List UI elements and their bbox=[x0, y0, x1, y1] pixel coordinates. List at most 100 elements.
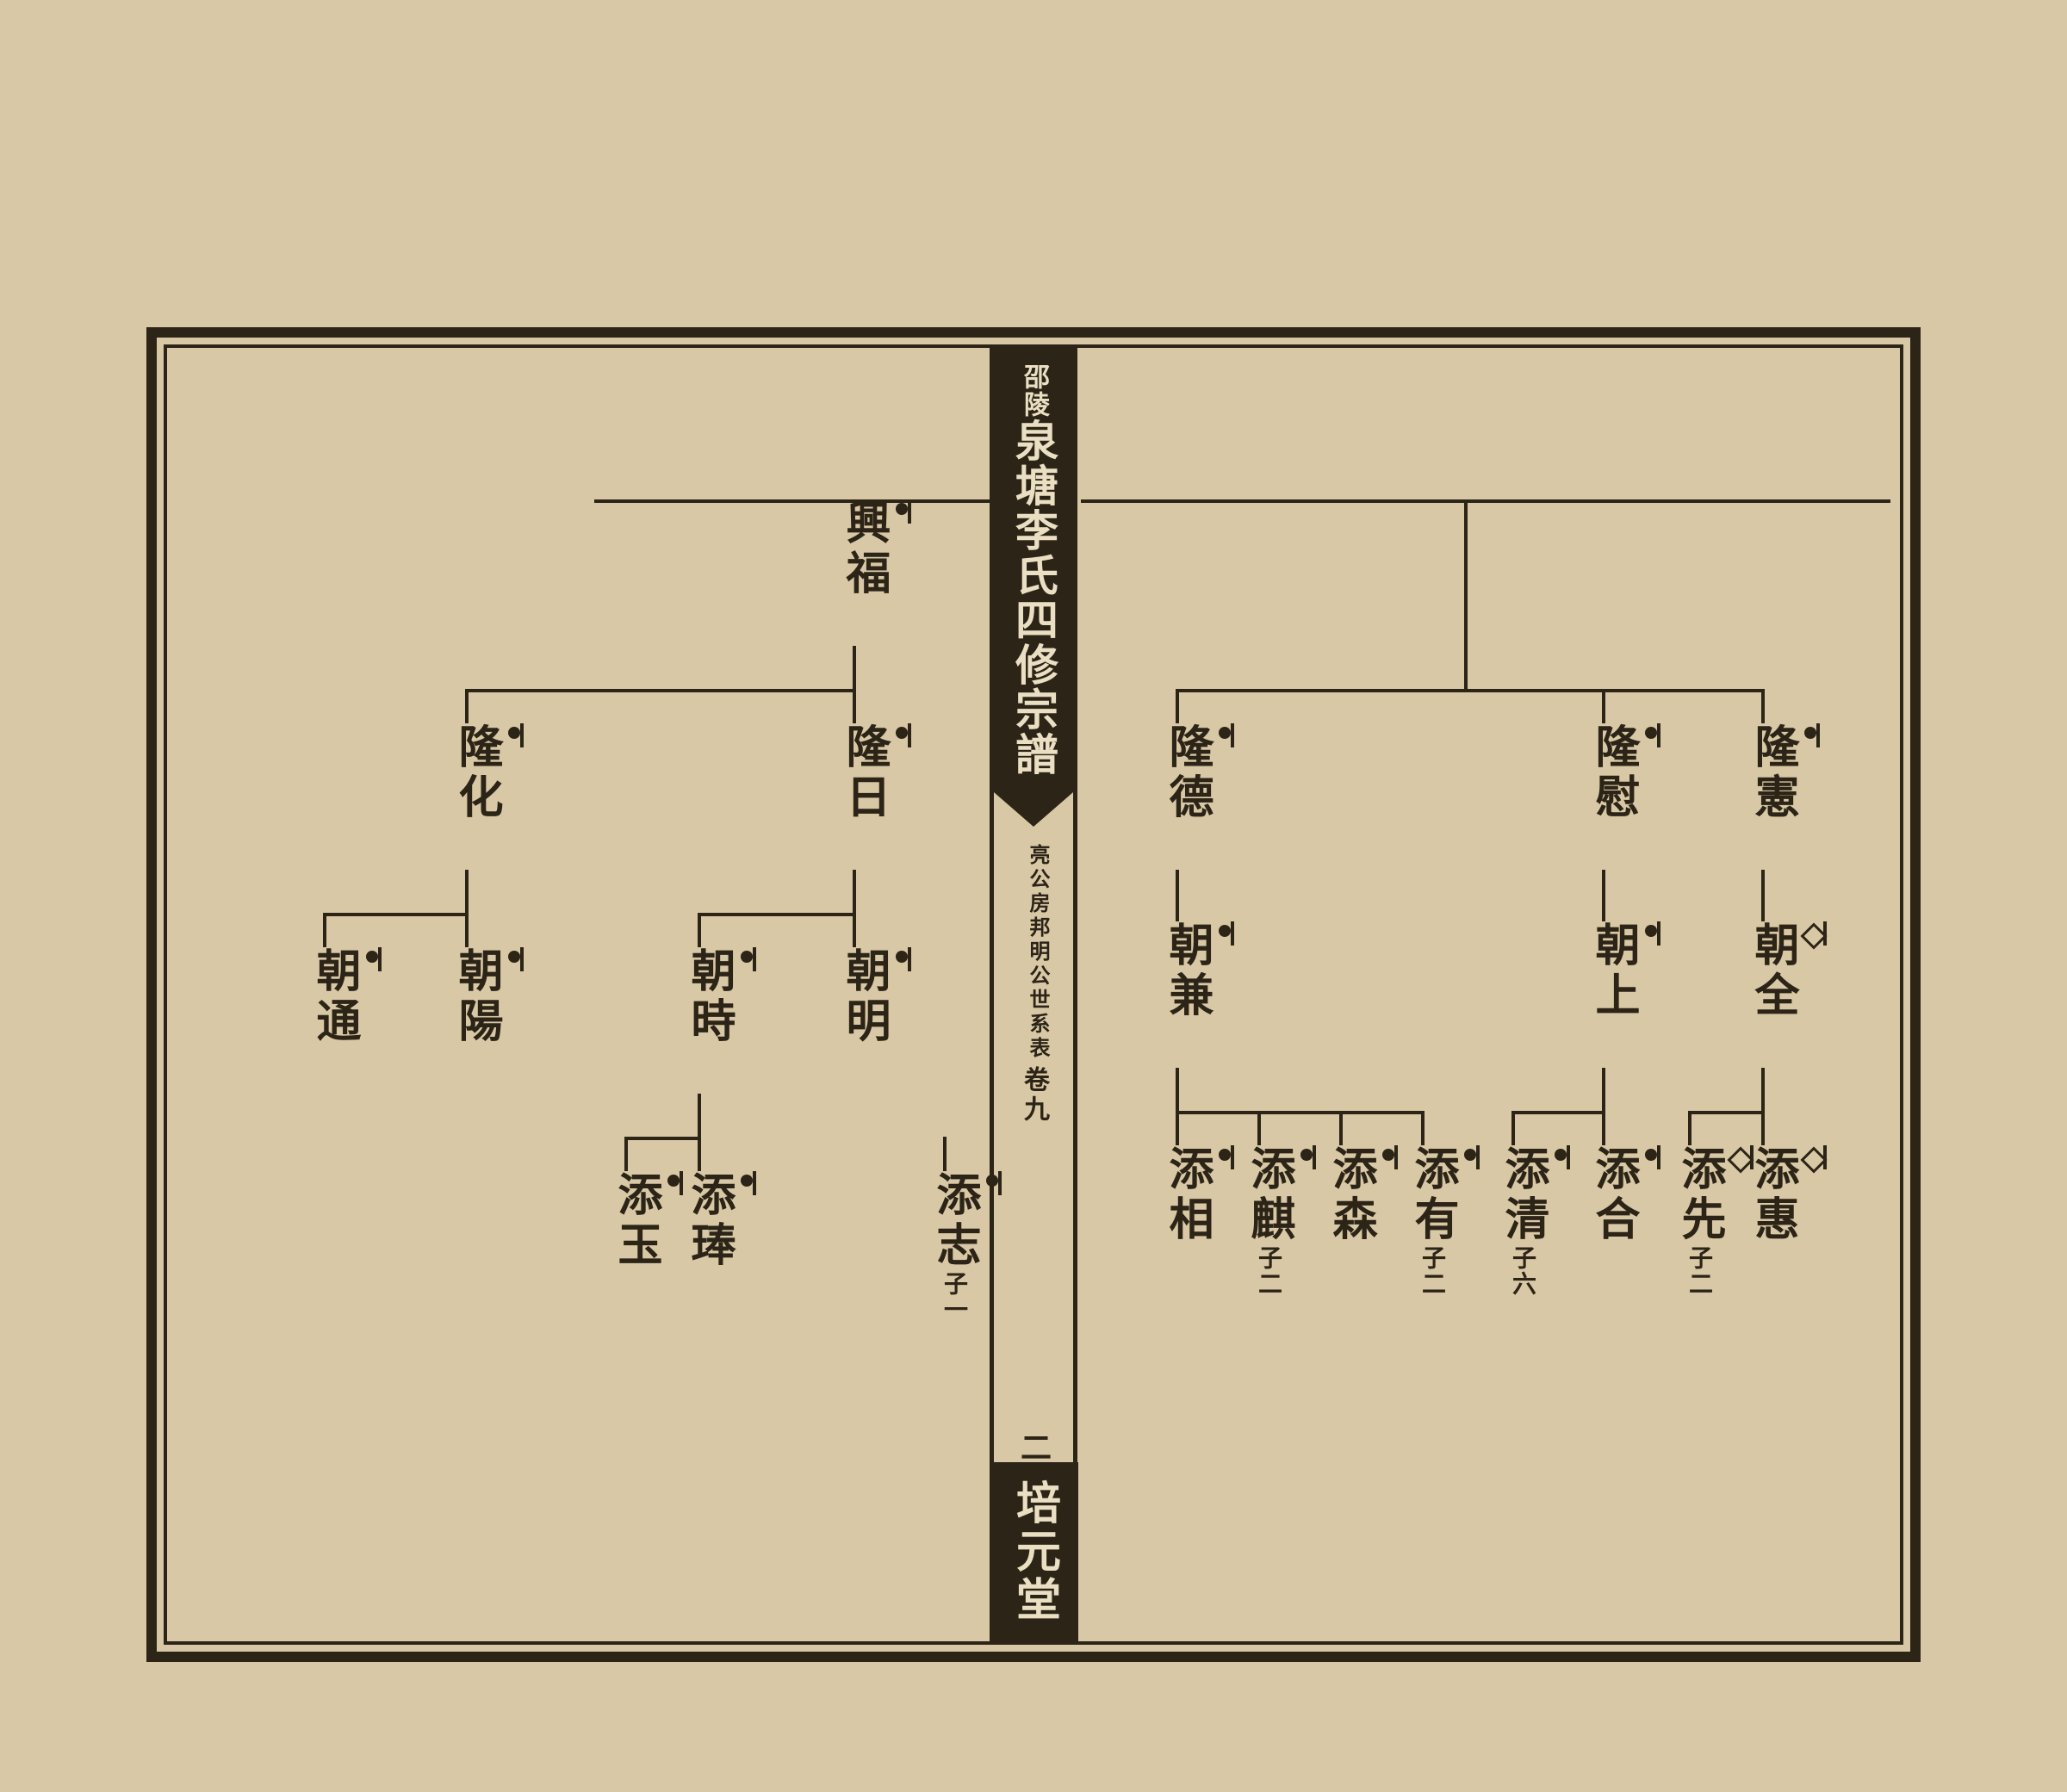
connector bbox=[1176, 1111, 1179, 1145]
connector bbox=[698, 913, 856, 916]
name-text: 隆慰 bbox=[1588, 723, 1637, 823]
node-chaoshang: 朝上 bbox=[1580, 921, 1660, 1021]
name-text: 朝陽 bbox=[451, 947, 500, 1047]
name-text: 隆化 bbox=[451, 723, 500, 823]
name-text: 添有 bbox=[1407, 1145, 1456, 1245]
node-longhua: 隆化 bbox=[444, 723, 524, 823]
connector bbox=[465, 689, 469, 723]
spine-subtitle: 卷九 亮公房邦明公世系表 bbox=[1015, 844, 1052, 1125]
name-text: 添先 bbox=[1674, 1145, 1723, 1245]
node-tianhe: 添合 bbox=[1580, 1145, 1660, 1245]
node-longwei: 隆慰 bbox=[1580, 723, 1660, 823]
connector bbox=[1688, 1111, 1691, 1145]
connector bbox=[323, 913, 326, 947]
connector bbox=[1761, 870, 1765, 921]
name-text: 添合 bbox=[1588, 1145, 1637, 1245]
connector bbox=[1176, 689, 1179, 723]
connector bbox=[853, 689, 856, 723]
name-text: 朝兼 bbox=[1162, 921, 1211, 1021]
fishtail-icon bbox=[994, 792, 1073, 827]
name-text: 添玉 bbox=[611, 1171, 660, 1271]
node-chaoming: 朝明 bbox=[831, 947, 911, 1047]
connector bbox=[1464, 499, 1468, 689]
connector bbox=[1176, 870, 1179, 921]
name-text: 隆日 bbox=[839, 723, 888, 823]
name-text: 添森 bbox=[1325, 1145, 1375, 1245]
name-text: 朝明 bbox=[839, 947, 888, 1047]
name-text: 添志 bbox=[929, 1171, 978, 1271]
node-longri: 隆日 bbox=[831, 723, 911, 823]
note-text: 子二 bbox=[1418, 1245, 1445, 1297]
connector bbox=[465, 689, 856, 692]
connector bbox=[594, 499, 990, 503]
name-text: 隆德 bbox=[1162, 723, 1211, 823]
name-text: 朝通 bbox=[309, 947, 358, 1047]
connector bbox=[624, 1137, 701, 1140]
node-xingfu: 興福 bbox=[831, 499, 911, 599]
connector bbox=[1761, 1111, 1765, 1145]
name-text: 添惠 bbox=[1747, 1145, 1797, 1245]
name-text: 隆憲 bbox=[1747, 723, 1797, 823]
name-text: 添琫 bbox=[684, 1171, 733, 1271]
node-chaoyang: 朝陽 bbox=[444, 947, 524, 1047]
note-text: 子二 bbox=[1685, 1245, 1712, 1297]
name-text: 添麒 bbox=[1244, 1145, 1293, 1245]
center-spine: 邵陵泉塘李氏四修宗譜 卷九 亮公房邦明公世系表 二 培元堂 bbox=[990, 348, 1077, 1641]
node-chaoshi: 朝時 bbox=[676, 947, 756, 1047]
spine-title-main: 泉塘李氏四修宗譜 bbox=[1009, 419, 1058, 777]
connector bbox=[323, 913, 469, 916]
note-text: 子六 bbox=[1509, 1245, 1536, 1297]
connector bbox=[1688, 1111, 1765, 1114]
name-text: 添清 bbox=[1498, 1145, 1547, 1245]
node-tianqing: 添清子六 bbox=[1490, 1145, 1570, 1297]
genealogy-page: 邵陵泉塘李氏四修宗譜 卷九 亮公房邦明公世系表 二 培元堂 興福 隆化 隆日 朝… bbox=[146, 327, 1921, 1662]
name-text: 朝全 bbox=[1747, 921, 1797, 1021]
node-tianbeng: 添琫 bbox=[676, 1171, 756, 1271]
connector bbox=[1257, 1111, 1261, 1145]
connector bbox=[1176, 1068, 1179, 1111]
connector bbox=[1176, 689, 1765, 692]
connector bbox=[1761, 1068, 1765, 1111]
node-tianhui: 添惠 bbox=[1740, 1145, 1827, 1245]
connector bbox=[1176, 1111, 1425, 1114]
spine-title-prefix: 邵陵 bbox=[1020, 363, 1048, 419]
spine-title: 邵陵泉塘李氏四修宗譜 bbox=[992, 348, 1075, 792]
name-text: 朝時 bbox=[684, 947, 733, 1047]
node-chaoquan: 朝全 bbox=[1740, 921, 1827, 1021]
node-longde: 隆德 bbox=[1154, 723, 1234, 823]
connector bbox=[698, 913, 701, 947]
node-longxian: 隆憲 bbox=[1740, 723, 1820, 823]
connector bbox=[1339, 1111, 1343, 1145]
node-tianyu: 添玉 bbox=[603, 1171, 683, 1271]
node-tianqi: 添麒子二 bbox=[1236, 1145, 1316, 1297]
node-tiansen: 添森 bbox=[1318, 1145, 1398, 1245]
connector bbox=[698, 1137, 701, 1171]
note-text: 子一 bbox=[940, 1271, 967, 1323]
connector bbox=[465, 870, 469, 913]
node-chaojian: 朝兼 bbox=[1154, 921, 1234, 1021]
connector bbox=[465, 913, 469, 947]
spine-subtitle-text: 亮公房邦明公世系表 bbox=[1015, 844, 1052, 1061]
connector bbox=[853, 646, 856, 689]
connector bbox=[1081, 499, 1890, 503]
name-text: 朝上 bbox=[1588, 921, 1637, 1021]
connector bbox=[1511, 1111, 1605, 1114]
connector bbox=[853, 913, 856, 947]
spine-page-number: 二 bbox=[1011, 1431, 1056, 1462]
name-text: 興福 bbox=[839, 499, 888, 599]
connector bbox=[1421, 1111, 1425, 1145]
connector bbox=[1761, 689, 1765, 723]
connector bbox=[1511, 1111, 1515, 1145]
spine-volume: 卷九 bbox=[1015, 1066, 1052, 1125]
connector bbox=[698, 1094, 701, 1137]
connector bbox=[1602, 1111, 1605, 1145]
connector bbox=[943, 1137, 947, 1171]
node-tianyou: 添有子二 bbox=[1400, 1145, 1480, 1297]
spine-hall-name: 培元堂 bbox=[990, 1462, 1078, 1641]
node-tianzhi: 添志子一 bbox=[922, 1171, 1002, 1323]
connector bbox=[624, 1137, 628, 1171]
name-text: 添相 bbox=[1162, 1145, 1211, 1245]
connector bbox=[1602, 1068, 1605, 1111]
note-text: 子二 bbox=[1255, 1245, 1282, 1297]
connector bbox=[853, 870, 856, 913]
